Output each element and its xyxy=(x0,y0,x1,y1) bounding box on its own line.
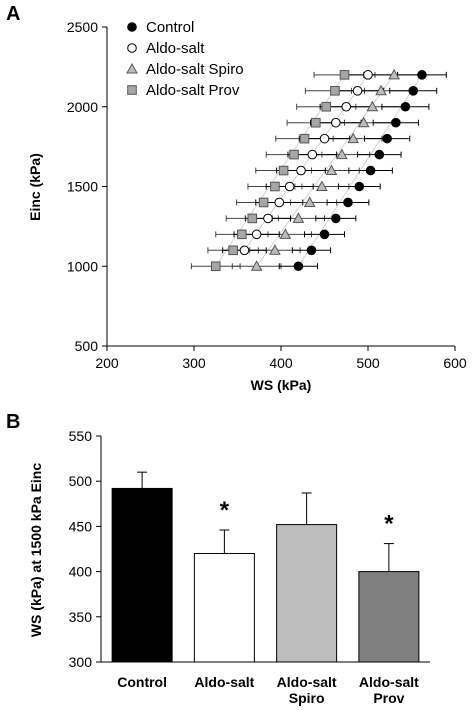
control-point xyxy=(306,245,317,256)
aldo-salt-prov-point xyxy=(339,70,350,80)
aldo-salt-spiro-point xyxy=(336,148,348,160)
aldo-salt-spiro-point xyxy=(250,260,263,271)
x-tick-label: 400 xyxy=(269,355,293,371)
scatter-chart: 200 300 400 500 600 500 1000 1500 2000 2500 Contr… xyxy=(27,19,467,393)
aldo-salt-prov-point xyxy=(247,213,258,224)
legend-label: Aldo-salt xyxy=(146,40,205,57)
aldo-salt-prov-point xyxy=(210,261,221,272)
control-point xyxy=(382,133,392,144)
y-tick-label: 500 xyxy=(75,338,99,354)
aldo-salt-point xyxy=(363,70,373,80)
aldo-salt-spiro-point xyxy=(325,164,338,176)
bar xyxy=(111,487,173,663)
aldo-salt-point xyxy=(331,117,341,128)
aldo-salt-point xyxy=(239,245,250,256)
significance-marker: * xyxy=(384,511,394,538)
y-axis-title: WS (kPa) at 1500 kPa Einc xyxy=(28,463,44,638)
category-label: Aldo-salt xyxy=(194,674,254,690)
y-tick-label: 550 xyxy=(69,428,93,444)
y-tick-label: 2500 xyxy=(67,19,98,35)
aldo-salt-spiro-point xyxy=(357,116,370,128)
aldo-salt-spiro-point xyxy=(279,228,292,239)
aldo-salt-prov-point xyxy=(330,86,340,96)
legend-label: Aldo-salt Spiro xyxy=(146,61,244,78)
aldo-salt-prov-point xyxy=(311,117,321,128)
category-label: Prov xyxy=(373,690,404,706)
aldo-salt-prov-point xyxy=(237,229,247,240)
control-point xyxy=(331,213,341,224)
y-tick-label: 300 xyxy=(69,654,93,670)
aldo-salt-point xyxy=(274,197,285,208)
control-point xyxy=(354,181,365,192)
legend-label: Aldo-salt Prov xyxy=(146,82,240,99)
y-axis-title: Einc (kPa) xyxy=(27,153,43,221)
bar xyxy=(358,571,420,663)
y-tick-label: 500 xyxy=(69,473,93,489)
legend-marker xyxy=(127,85,137,95)
significance-marker: * xyxy=(220,497,230,524)
bar xyxy=(276,524,338,663)
x-tick-label: 500 xyxy=(356,355,380,371)
aldo-salt-prov-point xyxy=(278,165,289,176)
y-tick-label: 1500 xyxy=(67,179,98,195)
aldo-salt-point xyxy=(251,229,262,240)
control-point xyxy=(391,117,401,128)
legend-marker xyxy=(126,62,138,74)
y-tick-label: 350 xyxy=(69,609,93,625)
aldo-salt-prov-point xyxy=(270,181,280,192)
x-tick-label: 300 xyxy=(182,355,206,371)
aldo-salt-prov-point xyxy=(299,133,310,144)
control-point xyxy=(319,229,330,240)
aldo-salt-prov-point xyxy=(289,149,299,160)
aldo-salt-point xyxy=(319,133,330,144)
control-point xyxy=(400,101,411,112)
aldo-salt-prov-point xyxy=(258,197,269,208)
aldo-salt-spiro-point xyxy=(303,196,316,207)
control-point xyxy=(408,86,419,96)
bar xyxy=(193,553,255,663)
aldo-salt-point xyxy=(296,165,306,176)
aldo-salt-spiro-point xyxy=(366,100,379,112)
aldo-salt-point xyxy=(307,149,318,160)
aldo-salt-spiro-point xyxy=(269,244,281,255)
legend-label: Control xyxy=(146,19,194,36)
control-point xyxy=(343,197,353,208)
category-label: Control xyxy=(117,674,167,690)
aldo-salt-spiro-point xyxy=(347,132,360,144)
panel-a-label: A xyxy=(6,3,20,25)
control-point xyxy=(417,70,427,80)
control-point xyxy=(374,149,385,160)
y-tick-label: 450 xyxy=(69,518,93,534)
aldo-salt-point xyxy=(284,181,295,192)
category-label: Spiro xyxy=(289,690,325,706)
x-axis-title: WS (kPa) xyxy=(251,377,312,393)
aldo-salt-spiro-point xyxy=(388,68,400,80)
y-tick-label: 1000 xyxy=(67,258,98,274)
control-point xyxy=(293,261,304,272)
aldo-salt-spiro-point xyxy=(316,180,328,191)
panel-b-label: B xyxy=(6,411,20,433)
x-tick-label: 600 xyxy=(443,355,467,371)
category-label: Aldo-salt xyxy=(359,674,419,690)
bar-chart: 300 350 400 450 500 550 * * Control Aldo-salt Al… xyxy=(28,428,430,706)
x-tick-label: 200 xyxy=(95,355,119,371)
y-tick-label: 2000 xyxy=(67,99,98,115)
legend-marker xyxy=(127,43,137,53)
category-label: Aldo-salt xyxy=(277,674,337,690)
aldo-salt-point xyxy=(341,101,352,112)
aldo-salt-spiro-point xyxy=(292,212,305,223)
aldo-salt-point xyxy=(263,213,273,224)
aldo-salt-spiro-point xyxy=(375,84,387,96)
trend-line xyxy=(244,74,369,251)
legend-marker xyxy=(127,22,137,32)
aldo-salt-point xyxy=(352,86,363,96)
y-tick-label: 400 xyxy=(69,564,93,580)
aldo-salt-prov-point xyxy=(321,101,332,112)
aldo-salt-prov-point xyxy=(228,245,238,256)
control-point xyxy=(365,165,376,176)
